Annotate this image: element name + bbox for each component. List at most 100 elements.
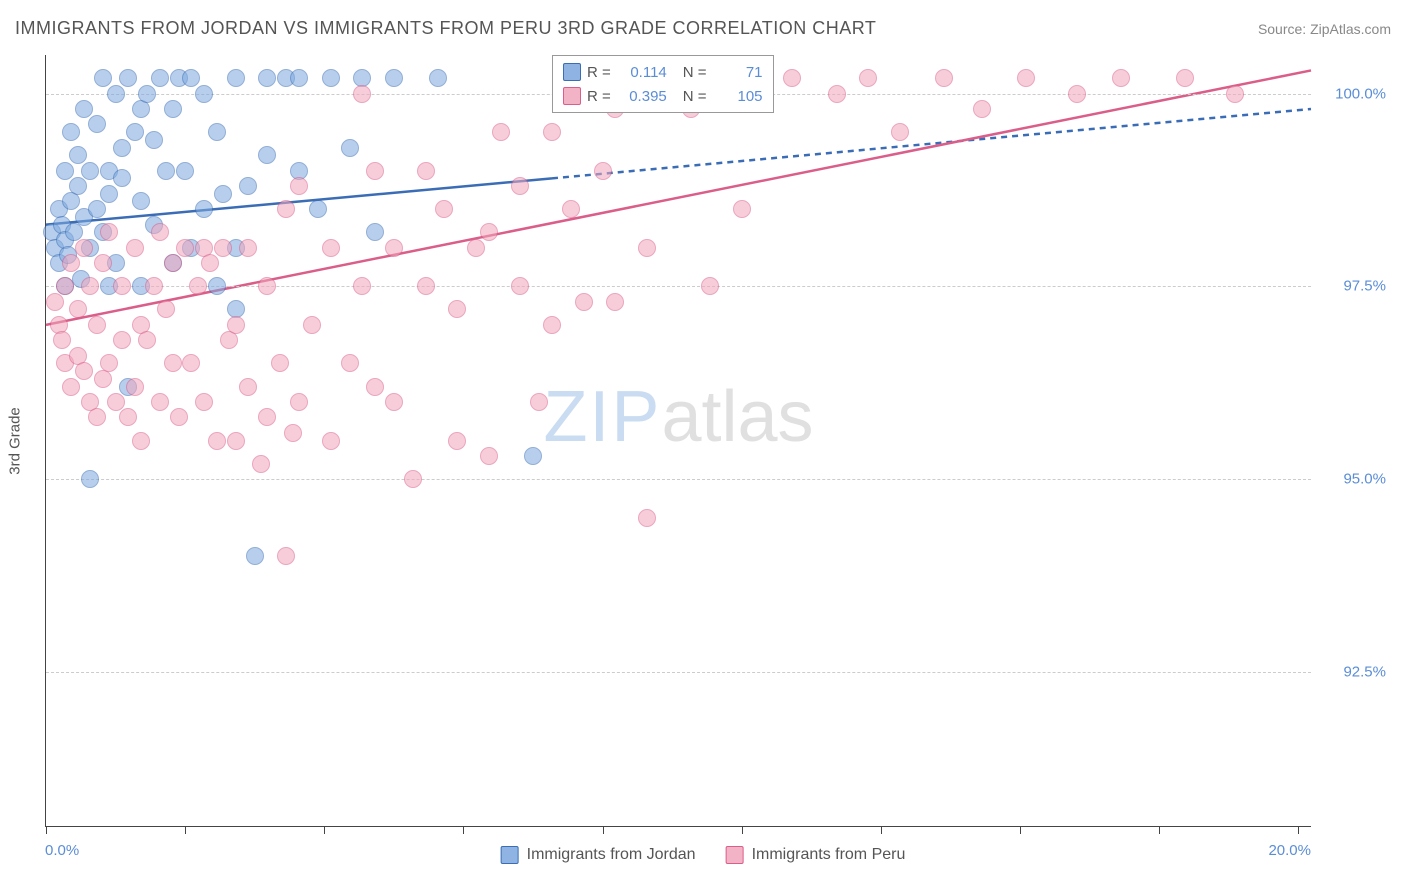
peru-point — [859, 69, 877, 87]
peru-point — [303, 316, 321, 334]
gridline — [46, 672, 1311, 673]
peru-point — [277, 200, 295, 218]
jordan-point — [88, 200, 106, 218]
gridline — [46, 286, 1311, 287]
peru-point — [119, 408, 137, 426]
x-tick — [603, 826, 604, 834]
peru-point — [935, 69, 953, 87]
peru-point — [126, 378, 144, 396]
peru-point — [56, 277, 74, 295]
y-tick-label: 92.5% — [1343, 663, 1386, 680]
jordan-point — [258, 146, 276, 164]
peru-point — [75, 239, 93, 257]
correlation-legend: R = 0.114 N = 71 R = 0.395 N = 105 — [552, 55, 774, 113]
y-axis-title: 3rd Grade — [7, 407, 24, 475]
legend-row-peru: R = 0.395 N = 105 — [563, 84, 763, 108]
peru-point — [62, 254, 80, 272]
jordan-point — [107, 85, 125, 103]
x-tick — [1020, 826, 1021, 834]
jordan-point — [81, 470, 99, 488]
peru-point — [543, 123, 561, 141]
jordan-point — [94, 69, 112, 87]
peru-point — [100, 223, 118, 241]
peru-point — [132, 432, 150, 450]
peru-legend-label: Immigrants from Peru — [752, 846, 906, 864]
jordan-point — [132, 100, 150, 118]
peru-point — [170, 408, 188, 426]
peru-point — [404, 470, 422, 488]
peru-point — [138, 331, 156, 349]
x-tick — [463, 826, 464, 834]
jordan-legend-label: Immigrants from Jordan — [527, 846, 696, 864]
jordan-point — [75, 100, 93, 118]
x-tick — [1159, 826, 1160, 834]
peru-point — [385, 393, 403, 411]
jordan-point — [227, 69, 245, 87]
peru-point — [126, 239, 144, 257]
peru-point — [227, 316, 245, 334]
peru-point — [322, 239, 340, 257]
peru-point — [182, 354, 200, 372]
peru-point — [252, 455, 270, 473]
peru-point — [239, 239, 257, 257]
peru-point — [701, 277, 719, 295]
peru-point — [480, 447, 498, 465]
peru-point — [201, 254, 219, 272]
peru-point — [366, 378, 384, 396]
jordan-point — [138, 85, 156, 103]
jordan-point — [164, 100, 182, 118]
peru-point — [448, 432, 466, 450]
peru-point — [46, 293, 64, 311]
peru-point — [492, 123, 510, 141]
jordan-point — [385, 69, 403, 87]
peru-point — [227, 432, 245, 450]
jordan-point — [69, 146, 87, 164]
jordan-point — [195, 200, 213, 218]
jordan-swatch-icon — [563, 63, 581, 81]
peru-point — [239, 378, 257, 396]
peru-point — [151, 223, 169, 241]
peru-point — [467, 239, 485, 257]
jordan-point — [132, 192, 150, 210]
peru-point — [638, 509, 656, 527]
peru-point — [258, 408, 276, 426]
x-tick — [324, 826, 325, 834]
jordan-point — [62, 123, 80, 141]
peru-point — [891, 123, 909, 141]
peru-point — [1068, 85, 1086, 103]
peru-point — [258, 277, 276, 295]
peru-point — [69, 300, 87, 318]
peru-point — [208, 432, 226, 450]
peru-point — [341, 354, 359, 372]
jordan-point — [290, 69, 308, 87]
jordan-point — [182, 69, 200, 87]
series-legend: Immigrants from Jordan Immigrants from P… — [501, 846, 906, 864]
peru-point — [480, 223, 498, 241]
peru-point — [828, 85, 846, 103]
peru-point — [353, 277, 371, 295]
jordan-point — [208, 123, 226, 141]
jordan-r-value: 0.114 — [617, 64, 667, 81]
peru-point — [1176, 69, 1194, 87]
x-tick — [742, 826, 743, 834]
peru-swatch-icon — [726, 846, 744, 864]
chart-title: IMMIGRANTS FROM JORDAN VS IMMIGRANTS FRO… — [15, 18, 876, 39]
jordan-point — [100, 185, 118, 203]
jordan-point — [151, 69, 169, 87]
peru-point — [88, 316, 106, 334]
peru-point — [575, 293, 593, 311]
jordan-point — [341, 139, 359, 157]
jordan-point — [195, 85, 213, 103]
jordan-point — [258, 69, 276, 87]
r-label: R = — [587, 88, 611, 105]
x-tick — [1298, 826, 1299, 834]
jordan-point — [309, 200, 327, 218]
jordan-swatch-icon — [501, 846, 519, 864]
peru-point — [277, 547, 295, 565]
peru-point — [385, 239, 403, 257]
r-label: R = — [587, 64, 611, 81]
peru-point — [1226, 85, 1244, 103]
y-tick-label: 100.0% — [1335, 85, 1386, 102]
peru-point — [973, 100, 991, 118]
peru-point — [113, 331, 131, 349]
